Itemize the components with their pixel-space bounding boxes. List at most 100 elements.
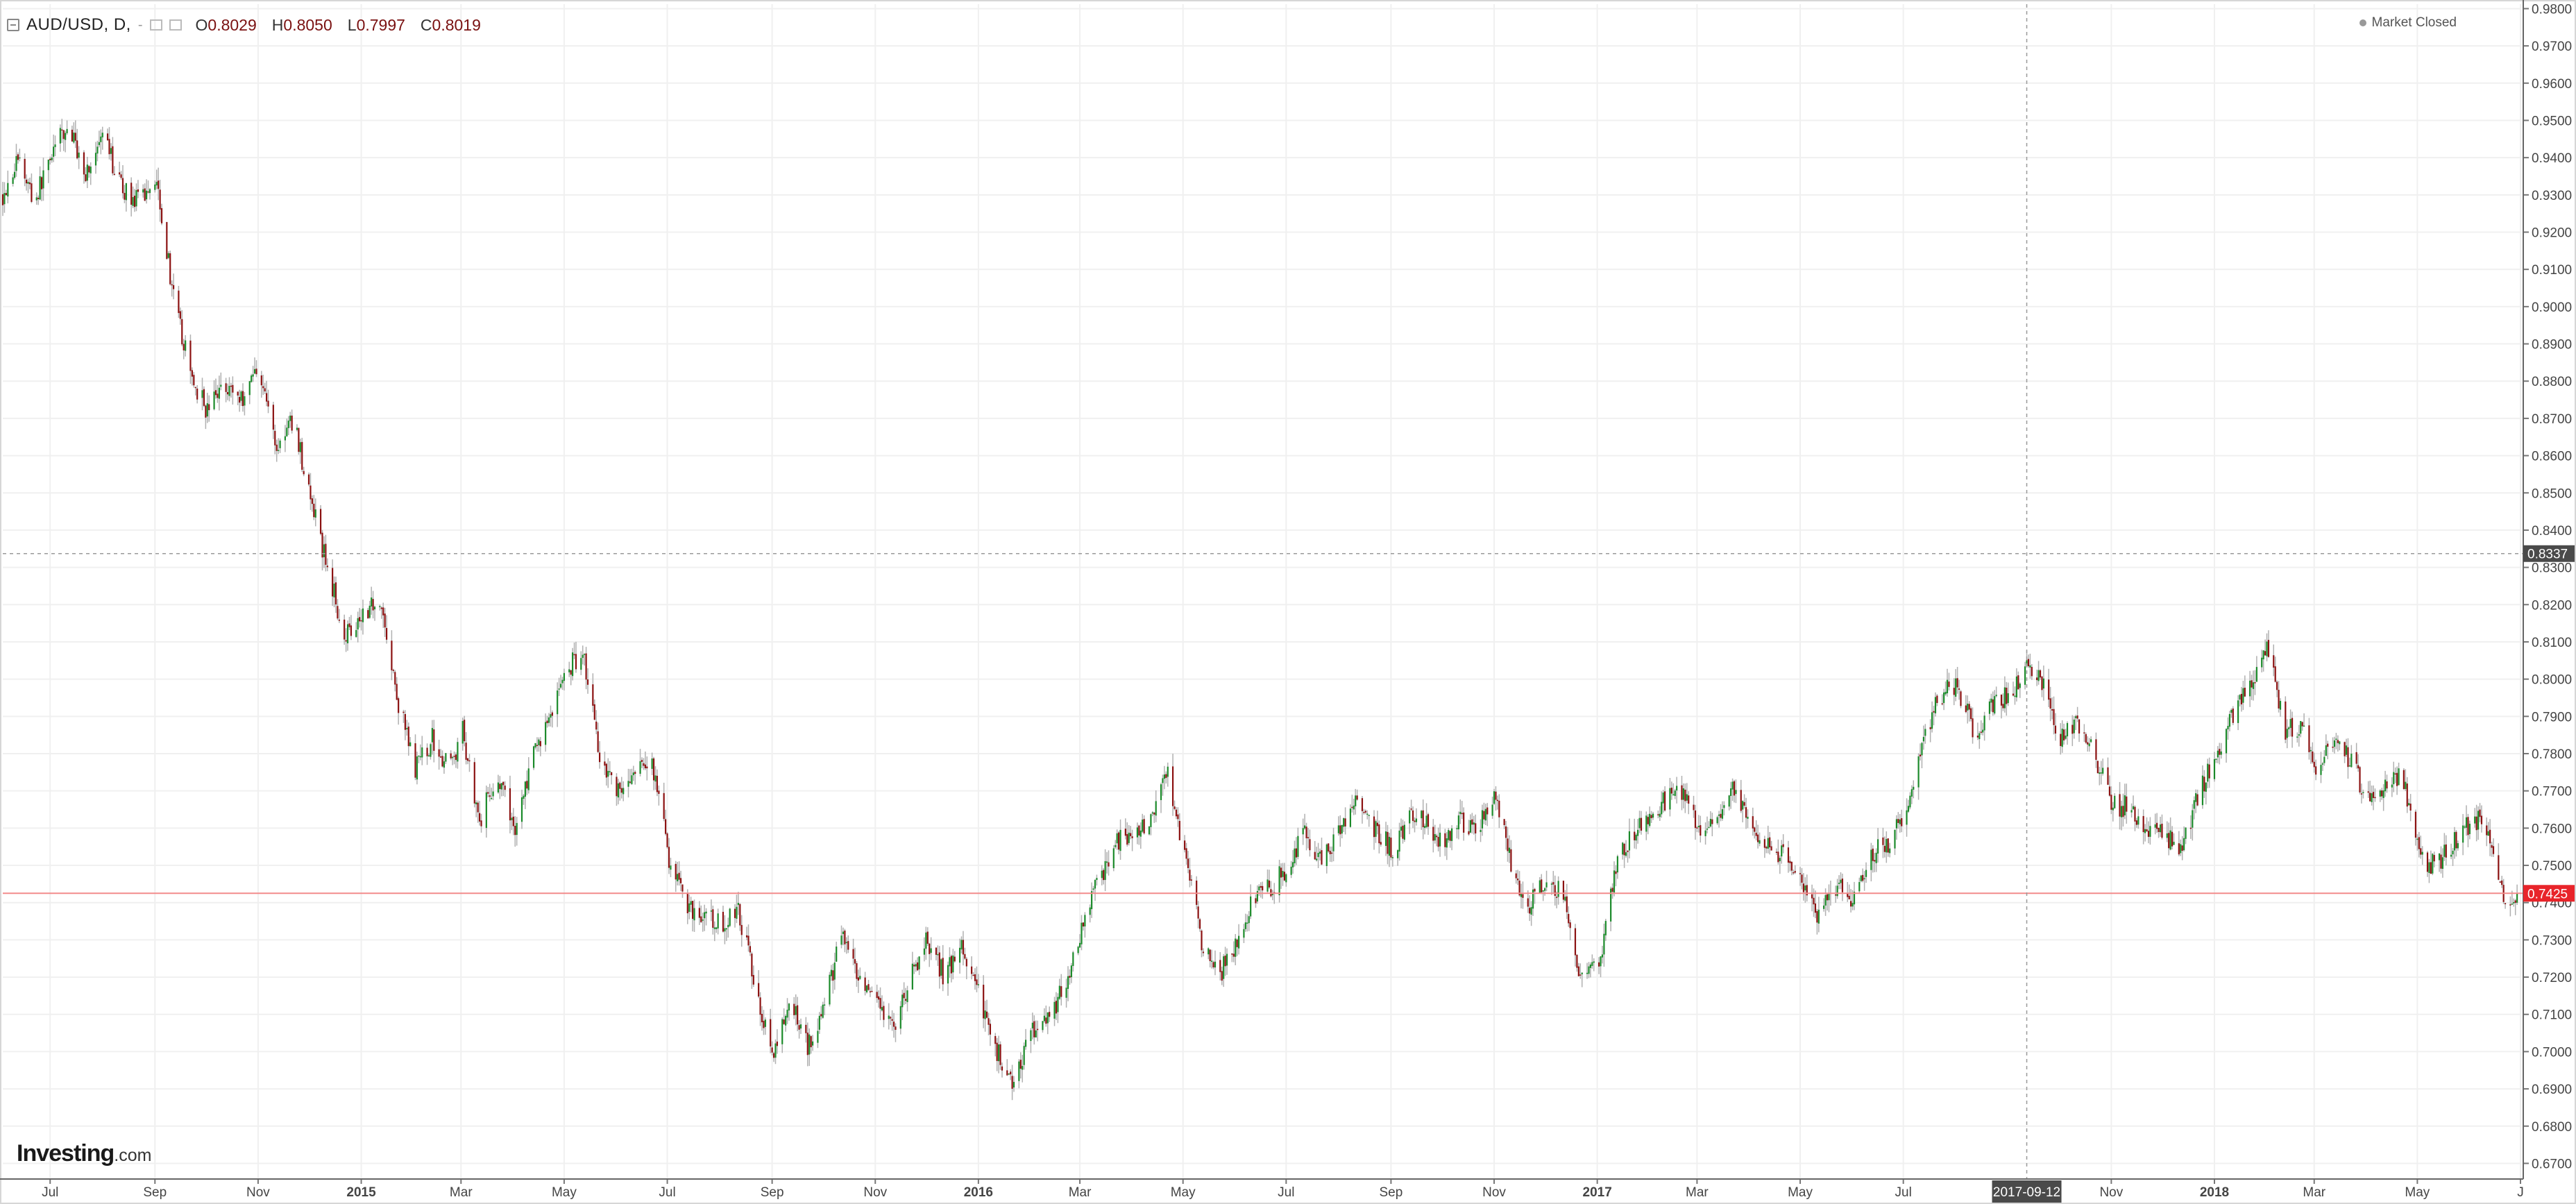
- candle-down: [905, 999, 907, 1001]
- candle-down: [1882, 837, 1884, 845]
- candle-up: [1532, 889, 1534, 909]
- candle-up: [1889, 848, 1891, 854]
- candle-down: [166, 221, 168, 260]
- candle-down: [1554, 885, 1556, 897]
- candle-down: [1518, 881, 1520, 896]
- candle-up: [86, 164, 88, 181]
- candle-down: [854, 959, 856, 964]
- candle-up: [2015, 676, 2018, 697]
- candle-down: [616, 777, 618, 797]
- candle-down: [1566, 896, 1568, 913]
- candle-down: [2108, 786, 2111, 796]
- candle-up: [1836, 885, 1838, 897]
- candle-up: [1439, 832, 1441, 847]
- candle-up: [1718, 814, 1720, 816]
- candle-up: [1278, 866, 1280, 896]
- candle-down: [1495, 791, 1497, 800]
- candle-down: [644, 764, 646, 769]
- candle-down: [798, 1025, 800, 1030]
- candle-down: [1968, 704, 1970, 710]
- candle-up: [1150, 814, 1152, 827]
- candle-down: [2327, 743, 2329, 747]
- candle-down: [1711, 819, 1713, 824]
- candle-up: [251, 375, 253, 382]
- candle-up: [1388, 836, 1391, 856]
- candle-down: [1696, 827, 1698, 829]
- candle-up: [1858, 882, 1861, 892]
- candle-down: [1790, 861, 1793, 871]
- candle-up: [2453, 832, 2456, 851]
- candle-down: [203, 389, 205, 406]
- candle-down: [698, 908, 700, 918]
- candle-down: [465, 743, 467, 760]
- candle-down: [76, 140, 78, 159]
- symbol-label[interactable]: AUD/USD, D,: [26, 15, 131, 34]
- eye-icon[interactable]: [149, 19, 162, 31]
- candle-up: [73, 133, 75, 143]
- candle-down: [772, 1053, 775, 1058]
- price-axis[interactable]: 0.9800 0.9700 0.9600 0.9500 0.9400 0.9300 0.92…: [2523, 0, 2572, 1179]
- candle-up: [1094, 880, 1096, 889]
- candle-down: [2498, 855, 2500, 880]
- candle-up: [702, 919, 704, 921]
- candle-up: [1865, 870, 1867, 877]
- candle-down: [935, 947, 938, 955]
- candle-up: [693, 908, 695, 921]
- candle-up: [2421, 851, 2423, 855]
- candle-down: [2146, 829, 2148, 831]
- candle-down: [1126, 833, 1128, 845]
- candle-up: [1704, 830, 1706, 836]
- candle-up: [960, 940, 963, 950]
- candle-down: [1496, 799, 1498, 802]
- candle-down: [382, 607, 384, 616]
- candle-down: [1001, 1066, 1003, 1071]
- candle-down: [678, 872, 680, 880]
- candle-up: [1142, 820, 1144, 832]
- candle-down: [1178, 820, 1180, 840]
- candle-up: [2239, 695, 2241, 700]
- y-tick-label: 0.7200: [2532, 971, 2572, 985]
- candle-up: [822, 1004, 824, 1018]
- candle-up: [2511, 904, 2513, 905]
- candle-up: [958, 947, 961, 963]
- investing-logo[interactable]: Investing.com: [17, 1140, 151, 1167]
- candle-down: [1700, 825, 1702, 836]
- x-tick-label: 2018: [2200, 1185, 2229, 1200]
- candle-up: [286, 427, 288, 436]
- collapse-icon[interactable]: [7, 19, 19, 31]
- candle-up: [1564, 897, 1566, 901]
- settings-icon[interactable]: [169, 19, 182, 31]
- x-tick-label: 2017: [1583, 1185, 1612, 1200]
- candle-down: [1049, 1012, 1051, 1017]
- candle-up: [1160, 784, 1162, 800]
- candle-up: [1337, 825, 1339, 833]
- candle-down: [1765, 847, 1768, 849]
- candle-up: [1731, 781, 1734, 790]
- high-value: H0.8050: [271, 15, 332, 34]
- candle-up: [142, 189, 144, 193]
- candle-down: [2078, 719, 2081, 734]
- candle-up: [901, 994, 904, 1008]
- candle-up: [299, 442, 301, 452]
- y-tick-label: 0.7300: [2532, 933, 2572, 948]
- candle-up: [1588, 966, 1590, 974]
- candle-up: [1508, 847, 1511, 854]
- candle-down: [913, 965, 915, 967]
- candle-up: [1400, 826, 1403, 831]
- candle-up: [1246, 922, 1248, 924]
- candle-down: [976, 979, 978, 985]
- candle-down: [1640, 817, 1643, 831]
- candle-up: [1906, 810, 1908, 825]
- time-axis[interactable]: Jul Sep Nov 2015 Mar May Jul Sep Nov 2016 Mar May Ju…: [0, 1178, 2524, 1200]
- candle-down: [1153, 813, 1155, 815]
- candle-down: [509, 788, 511, 821]
- candle-down: [1757, 834, 1759, 842]
- candle-up: [2348, 765, 2351, 767]
- y-tick-label: 0.8300: [2532, 561, 2572, 576]
- candle-down: [1221, 971, 1223, 981]
- candle-up: [2416, 838, 2418, 840]
- candle-up: [1294, 848, 1296, 863]
